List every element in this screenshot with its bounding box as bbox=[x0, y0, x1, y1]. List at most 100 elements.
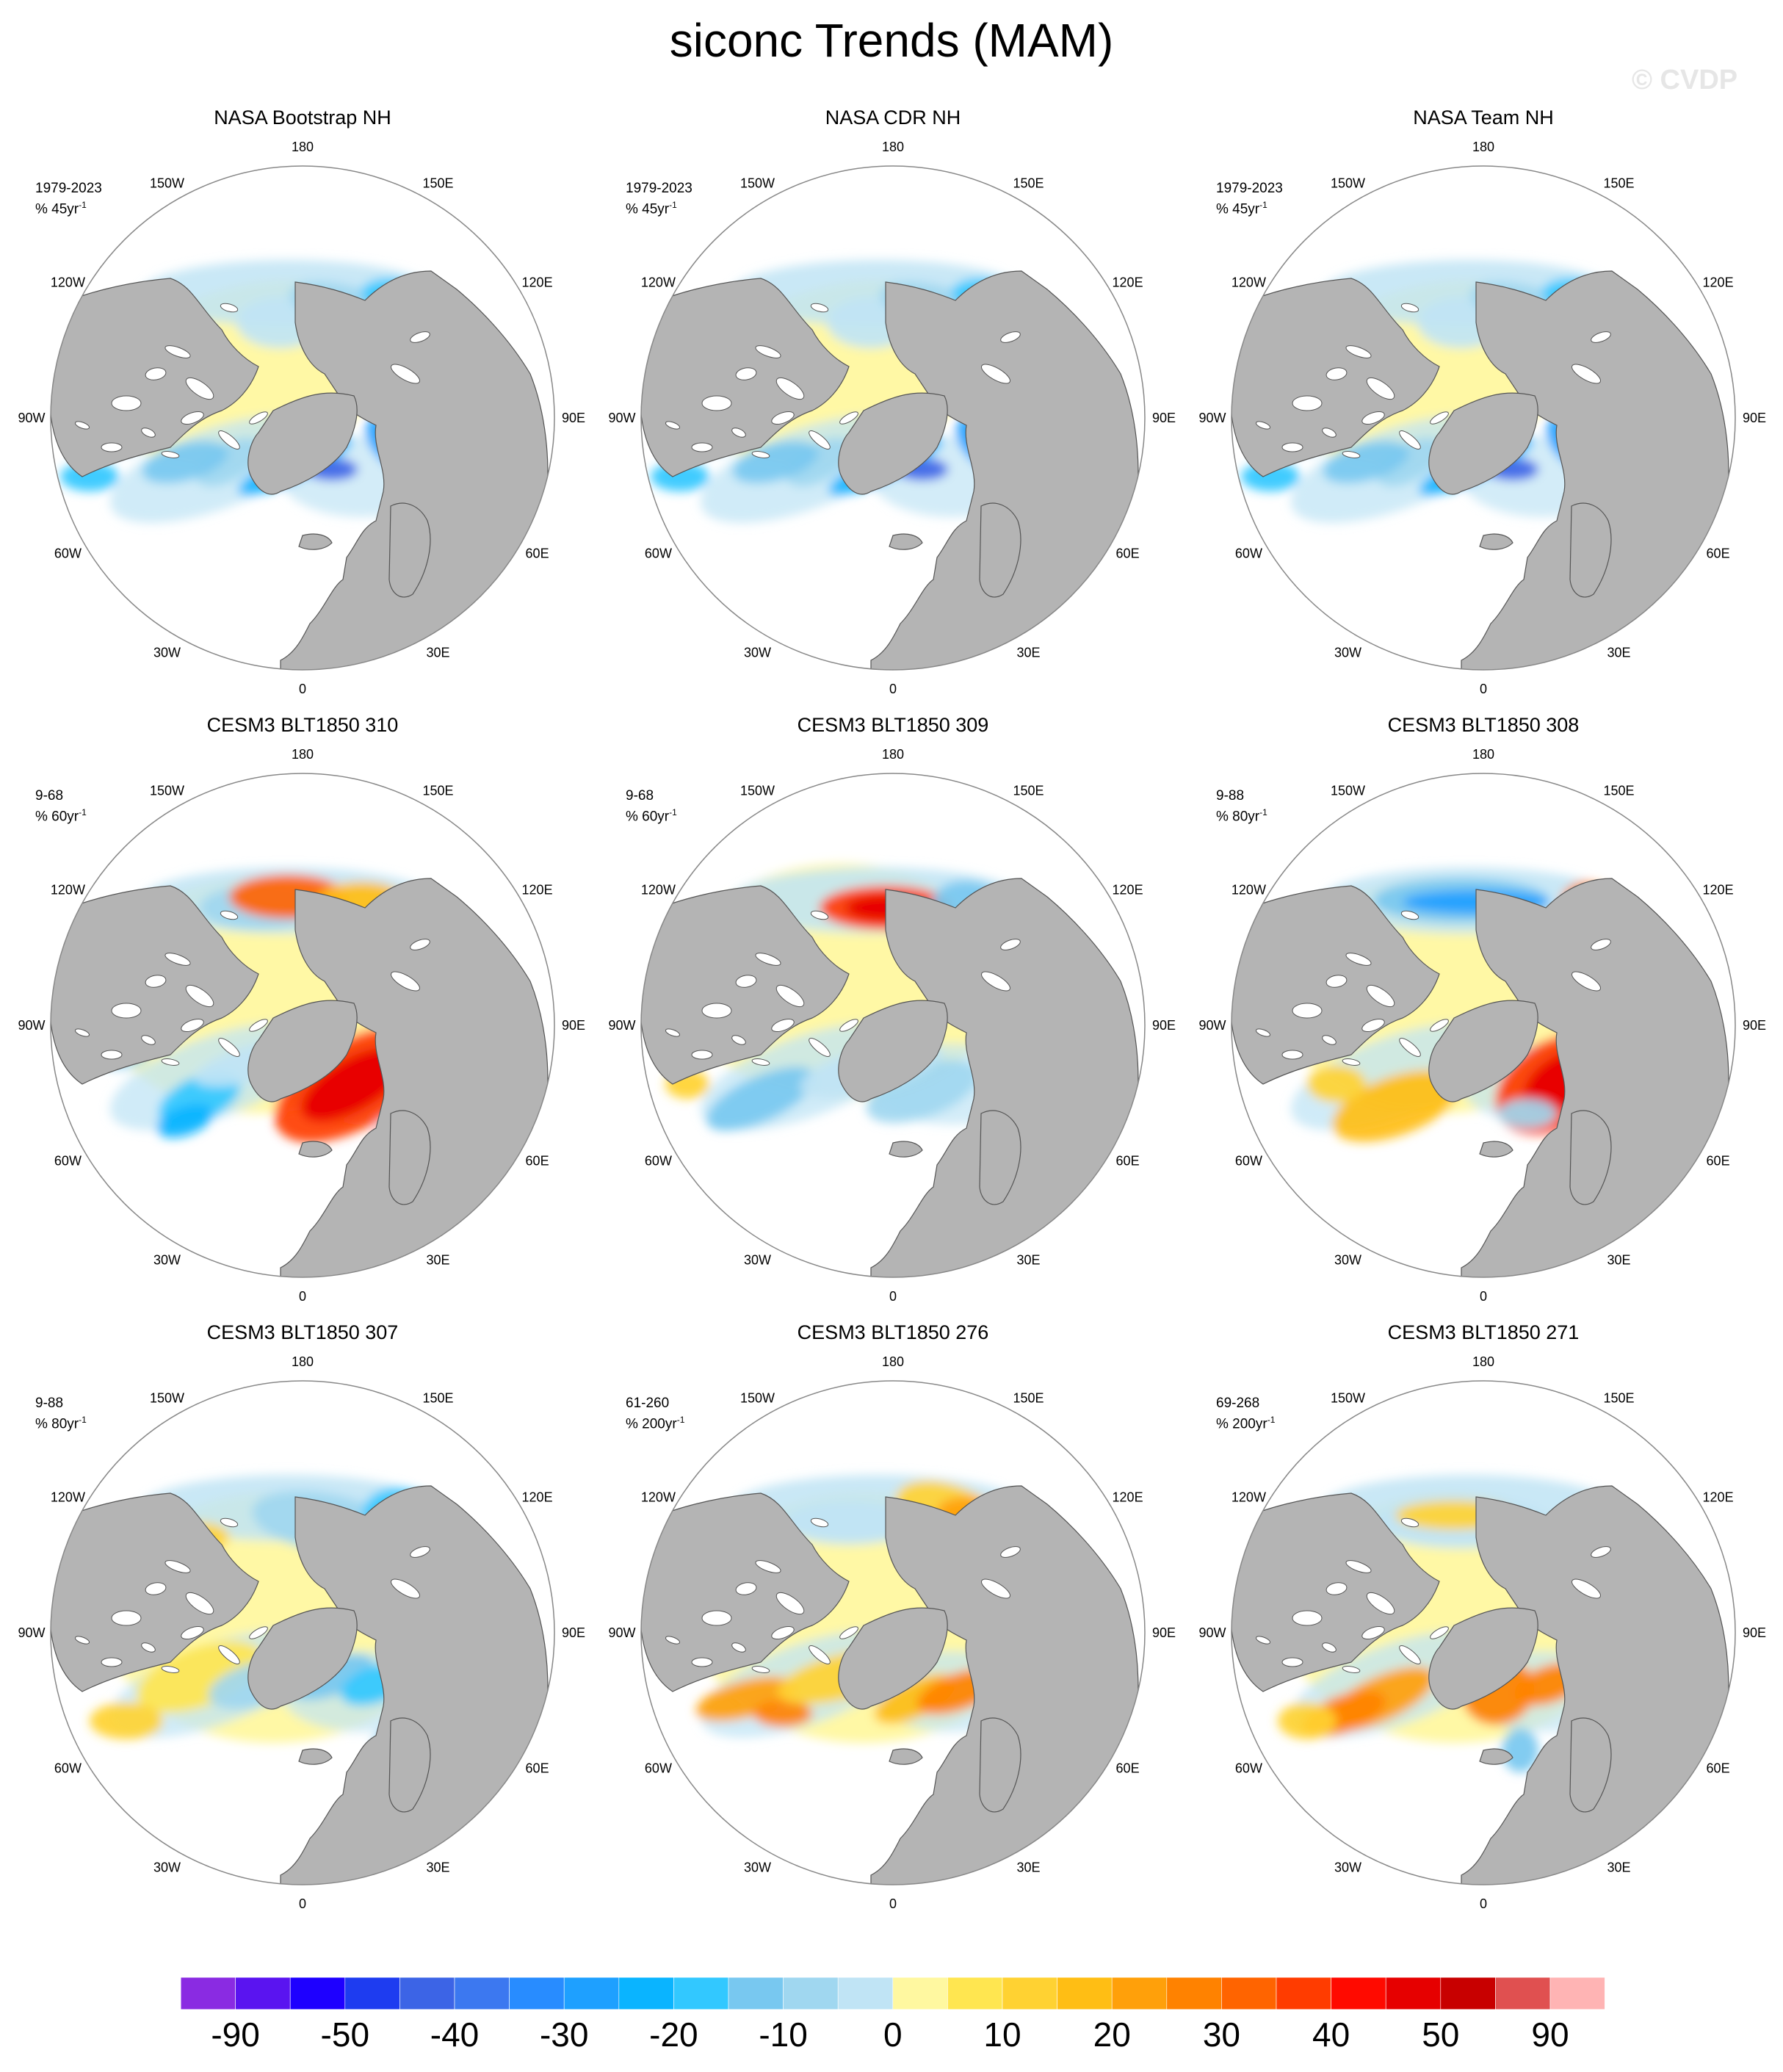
colorbar-label: 10 bbox=[983, 2015, 1021, 2054]
longitude-label: 30W bbox=[744, 646, 771, 660]
colorbar-label: 40 bbox=[1312, 2015, 1350, 2054]
longitude-label: 30W bbox=[153, 1860, 181, 1875]
colorbar-swatch bbox=[673, 1977, 729, 2010]
panel-period: 9-68 bbox=[626, 788, 654, 804]
longitude-label: 60W bbox=[645, 1154, 672, 1169]
longitude-label: 120W bbox=[641, 275, 676, 290]
longitude-label: 150W bbox=[1331, 1390, 1365, 1405]
panel-title: NASA Bootstrap NH bbox=[214, 107, 391, 129]
longitude-label: 60E bbox=[1707, 1154, 1730, 1169]
land-mask bbox=[641, 1485, 1139, 1885]
colorbar-swatch bbox=[1111, 1977, 1168, 2010]
map-boundary bbox=[50, 165, 555, 671]
colorbar-swatch bbox=[1276, 1977, 1331, 2010]
longitude-label: 0 bbox=[889, 682, 897, 696]
longitude-label: 60E bbox=[1116, 546, 1140, 561]
longitude-label: 90W bbox=[18, 411, 45, 425]
polar-stereographic-map: 180 150E 120E 90E 60E 30E 0 30W 60W 90W 120W 150W bbox=[18, 140, 585, 696]
colorbar-swatch bbox=[344, 1977, 400, 2010]
longitude-label: 120E bbox=[1113, 275, 1143, 290]
longitude-label: 90W bbox=[608, 1625, 635, 1640]
panel-units: % 200yr-1 bbox=[626, 1415, 685, 1432]
longitude-label: 120E bbox=[522, 1490, 553, 1505]
longitude-label: 150E bbox=[422, 1390, 453, 1405]
longitude-label: 60W bbox=[645, 546, 672, 561]
longitude-label: 180 bbox=[292, 747, 314, 762]
longitude-label: 90E bbox=[1152, 411, 1176, 425]
longitude-label: 90E bbox=[1152, 1625, 1176, 1640]
panel-units: % 45yr-1 bbox=[35, 200, 87, 217]
panel-units: % 80yr-1 bbox=[1216, 807, 1267, 825]
map-panel: CESM3 BLT1850 310 9-68 % 60yr-1 180 150E 120E… bbox=[9, 714, 596, 1316]
panel-units: % 60yr-1 bbox=[35, 807, 87, 825]
panel-period: 9-88 bbox=[35, 1396, 64, 1411]
longitude-label: 180 bbox=[1472, 1354, 1494, 1369]
longitude-label: 30W bbox=[744, 1860, 771, 1875]
longitude-label: 90E bbox=[1743, 1625, 1766, 1640]
longitude-label: 30W bbox=[1334, 1860, 1361, 1875]
panel-title: CESM3 BLT1850 307 bbox=[206, 1321, 399, 1343]
longitude-label: 30E bbox=[1016, 1253, 1040, 1268]
longitude-label: 0 bbox=[889, 1896, 897, 1911]
colorbar-swatch bbox=[563, 1977, 620, 2010]
panel-period: 9-68 bbox=[35, 788, 64, 804]
colorbar-swatch bbox=[289, 1977, 346, 2010]
longitude-label: 90W bbox=[608, 1018, 635, 1033]
panel-units: % 45yr-1 bbox=[626, 200, 677, 217]
polar-stereographic-map: 180 150E 120E 90E 60E 30E 0 30W 60W 90W 120W 150W bbox=[608, 140, 1176, 696]
longitude-label: 150W bbox=[150, 176, 184, 190]
longitude-label: 90E bbox=[1743, 411, 1766, 425]
panel-title: NASA CDR NH bbox=[825, 107, 961, 129]
longitude-label: 30E bbox=[1607, 1860, 1630, 1875]
longitude-label: 120W bbox=[641, 883, 676, 898]
map-panel: CESM3 BLT1850 307 9-88 % 80yr-1 180 150E 120E… bbox=[9, 1321, 596, 1924]
longitude-label: 60W bbox=[1235, 546, 1262, 561]
longitude-label: 90W bbox=[1198, 1625, 1226, 1640]
longitude-label: 60E bbox=[526, 1761, 549, 1776]
map-panel: NASA CDR NH 1979-2023 % 45yr-1 180 150E 120E 9… bbox=[599, 107, 1187, 709]
longitude-label: 60E bbox=[1116, 1154, 1140, 1169]
land-mask bbox=[1232, 878, 1729, 1277]
longitude-label: 150W bbox=[740, 1390, 775, 1405]
colorbar-swatch bbox=[1057, 1977, 1113, 2010]
colorbar-label: -50 bbox=[321, 2015, 369, 2054]
longitude-label: 60E bbox=[526, 1154, 549, 1169]
longitude-label: 150W bbox=[740, 176, 775, 190]
longitude-label: 150E bbox=[1013, 176, 1044, 190]
panel-period: 69-268 bbox=[1216, 1396, 1260, 1411]
panel-period: 1979-2023 bbox=[626, 181, 692, 196]
map-boundary bbox=[50, 1380, 555, 1885]
longitude-label: 60W bbox=[54, 1761, 82, 1776]
longitude-label: 30W bbox=[153, 646, 181, 660]
longitude-label: 120E bbox=[1113, 1490, 1143, 1505]
panel-period: 1979-2023 bbox=[35, 181, 102, 196]
colorbar-swatch bbox=[181, 1977, 236, 2010]
land-mask bbox=[1232, 270, 1729, 670]
longitude-label: 150W bbox=[150, 783, 184, 798]
map-boundary bbox=[50, 773, 555, 1278]
map-boundary bbox=[640, 165, 1146, 671]
panel-period: 9-88 bbox=[1216, 788, 1245, 804]
map-boundary bbox=[640, 773, 1146, 1278]
panel-period-units: 69-268 % 200yr-1 bbox=[1216, 1395, 1275, 1432]
longitude-label: 120W bbox=[1232, 883, 1266, 898]
map-panel: NASA Team NH 1979-2023 % 45yr-1 180 150E 120E… bbox=[1190, 107, 1777, 709]
map-boundary bbox=[1231, 1380, 1736, 1885]
map-boundary bbox=[640, 1380, 1146, 1885]
longitude-label: 120E bbox=[1703, 883, 1734, 898]
land-mask bbox=[51, 270, 549, 670]
longitude-label: 120E bbox=[522, 275, 553, 290]
colorbar-swatch bbox=[1440, 1977, 1496, 2010]
panel-period-units: 9-88 % 80yr-1 bbox=[1216, 787, 1267, 825]
longitude-label: 90W bbox=[608, 411, 635, 425]
polar-stereographic-map: 180 150E 120E 90E 60E 30E 0 30W 60W 90W 120W 150W bbox=[608, 747, 1176, 1304]
colorbar-swatch bbox=[1331, 1977, 1386, 2010]
cvdp-watermark: © CVDP bbox=[1632, 65, 1738, 95]
longitude-label: 150E bbox=[1603, 1390, 1634, 1405]
land-mask bbox=[51, 878, 549, 1277]
longitude-label: 150E bbox=[1603, 176, 1634, 190]
longitude-label: 0 bbox=[1480, 1289, 1487, 1304]
longitude-label: 60W bbox=[1235, 1761, 1262, 1776]
colorbar-swatch bbox=[947, 1977, 1003, 2010]
longitude-label: 90W bbox=[1198, 411, 1226, 425]
